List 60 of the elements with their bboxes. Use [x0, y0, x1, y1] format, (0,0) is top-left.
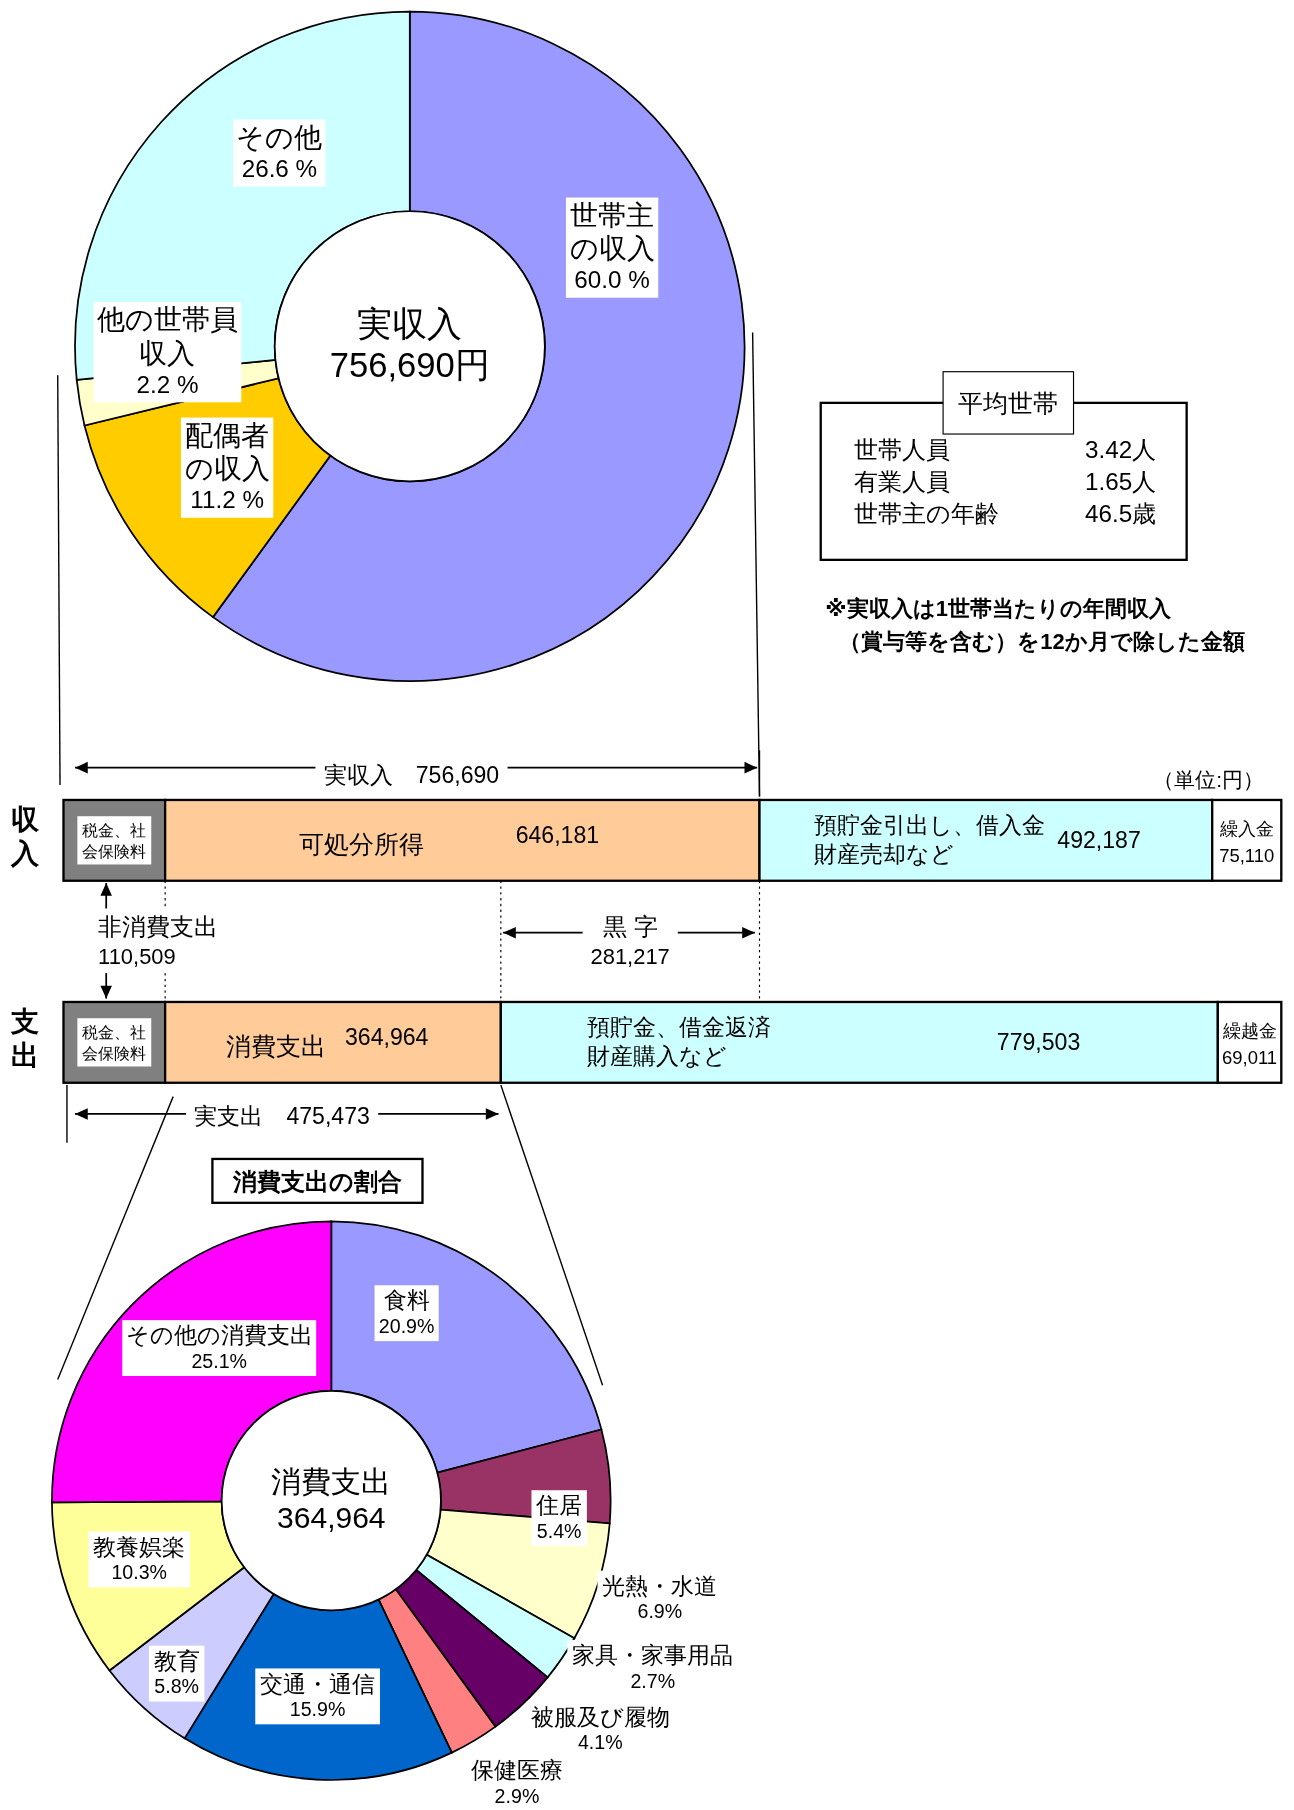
y-tick-label: 収入: [10, 803, 41, 870]
slice-label: 保健医療: [470, 1757, 563, 1784]
y-tick-label: 支出: [10, 1005, 40, 1072]
ref-line-label: 非消費支出 110,509: [98, 913, 219, 970]
slice-label: 住居: [535, 1492, 583, 1519]
annotation: 預貯金引出し、借入金財産売却など: [813, 812, 1045, 868]
slice-label: 被服及び履物: [530, 1703, 670, 1730]
annotation: 可処分所得: [298, 830, 424, 859]
data-label: 492,187: [1057, 826, 1141, 853]
data-label: 4.1%: [577, 1731, 623, 1754]
annotation: 消費支出: [225, 1032, 326, 1061]
annotation: 税金、社会保険料: [82, 820, 147, 861]
slice-label: 光熱・水道: [602, 1572, 718, 1599]
data-label: 2.7%: [630, 1669, 676, 1692]
text: 平均世帯: [957, 389, 1058, 418]
data-label: 60.0 %: [574, 266, 650, 294]
annotation: 預貯金、借金返済財産購入など: [586, 1014, 771, 1070]
data-label: 6.9%: [637, 1600, 683, 1623]
slice-label: 家具・家事用品: [572, 1642, 734, 1669]
annotation: 繰越金: [1221, 1019, 1277, 1041]
data-label: 75,110: [1219, 844, 1275, 866]
data-label: 26.6 %: [241, 154, 318, 182]
chart-title: 消費支出の割合: [231, 1168, 402, 1196]
annotation: 黒 字 281,217: [590, 913, 670, 970]
data-label: 646,181: [515, 822, 600, 849]
data-label: 5.8%: [154, 1675, 199, 1698]
slice-label: 世帯主の収入: [569, 199, 655, 265]
text: 46.5歳: [1085, 499, 1157, 527]
slice-label: その他: [236, 121, 323, 153]
text: 有業人員: [854, 468, 951, 496]
data-label: 5.4%: [536, 1519, 582, 1542]
data-label: 25.1%: [191, 1349, 248, 1372]
text: 世帯主の年齢: [854, 499, 1000, 527]
data-label: 20.9%: [378, 1314, 435, 1337]
text: 消費支出 364,964: [271, 1464, 392, 1534]
slice-label: 交通・通信: [260, 1670, 376, 1697]
data-label: 15.9%: [289, 1698, 346, 1721]
annotation: （単位:円）: [1153, 768, 1264, 792]
slice-label: 教育: [153, 1647, 200, 1674]
annotation: 実収入 756,690: [323, 762, 500, 789]
data-label: 69,011: [1222, 1046, 1278, 1068]
text: 3.42人: [1085, 436, 1157, 464]
data-label: 10.3%: [111, 1561, 168, 1584]
slice-label: 教養娯楽: [93, 1533, 186, 1560]
text: ※実収入は1世帯当たりの年間収入（賞与等を含む）を12か月で除した金額: [825, 596, 1245, 654]
data-label: 2.9%: [494, 1785, 540, 1808]
annotation: 繰入金: [1218, 817, 1274, 839]
slice-label: 食料: [383, 1287, 430, 1314]
slice-label: 他の世帯員収入: [96, 304, 238, 369]
slice-label: その他の消費支出: [125, 1322, 313, 1349]
text: 実収入 756,690円: [329, 304, 490, 385]
data-label: 2.2 %: [136, 370, 199, 398]
annotation: 実支出 475,473: [194, 1102, 370, 1129]
data-label: 11.2 %: [190, 486, 264, 514]
text: 1.65人: [1085, 468, 1157, 496]
slice-label: 配偶者の収入: [184, 419, 270, 485]
data-label: 364,964: [344, 1024, 429, 1051]
text: 世帯人員: [854, 436, 951, 464]
annotation: 税金、社会保険料: [82, 1022, 147, 1063]
data-label: 779,503: [996, 1028, 1081, 1055]
